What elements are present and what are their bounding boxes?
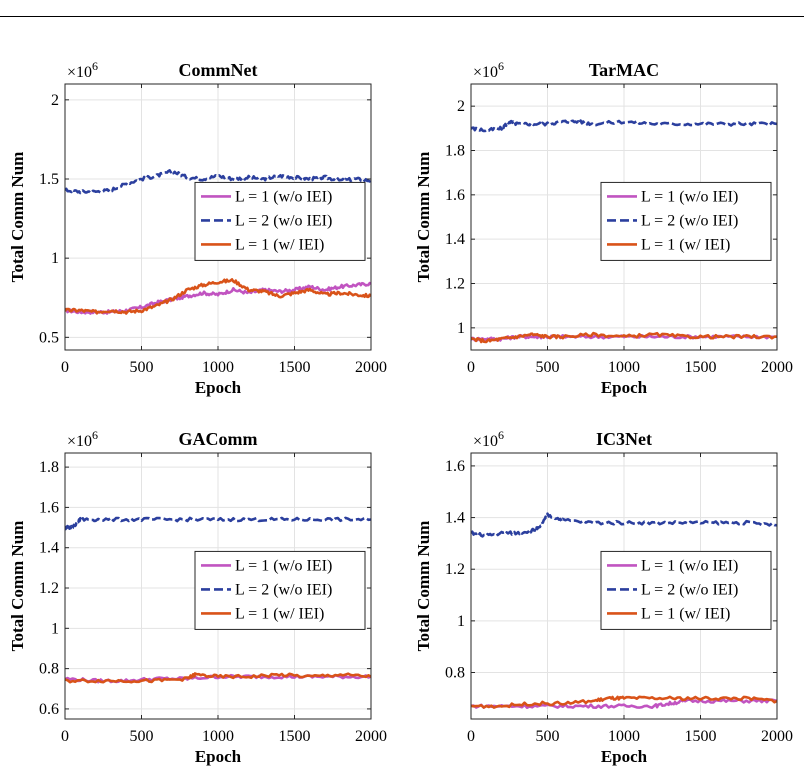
x-tick-label: 1000 xyxy=(202,728,234,745)
x-tick-label: 500 xyxy=(536,728,560,745)
x-tick-label: 500 xyxy=(130,359,154,376)
legend-label-3: L = 1 (w/ IEI) xyxy=(641,605,730,622)
y-tick-label: 0.5 xyxy=(39,329,59,346)
x-tick-label: 2000 xyxy=(761,728,793,745)
legend-label-2: L = 2 (w/o IEI) xyxy=(641,581,738,598)
x-axis-label: Epoch xyxy=(601,378,648,397)
series-group xyxy=(471,512,777,710)
y-multiplier-exponent: 6 xyxy=(92,59,98,73)
series-line-2 xyxy=(471,119,777,133)
y-tick-label: 1.4 xyxy=(39,540,59,557)
y-multiplier-exponent: 6 xyxy=(498,428,504,442)
legend-label-2: L = 2 (w/o IEI) xyxy=(641,212,738,229)
chart-panel-tarmac: 0 500 1000 1500 2000 1 1.2 1.4 1.6 1.8 2 ×106 TarMAC… xyxy=(414,59,793,397)
y-multiplier: ×106 xyxy=(473,428,504,450)
x-tick-label: 2000 xyxy=(761,359,793,376)
y-tick-label: 1.6 xyxy=(39,499,59,516)
y-tick-label: 0.8 xyxy=(39,661,59,678)
legend-label-2: L = 2 (w/o IEI) xyxy=(235,212,332,229)
x-tick-label: 1500 xyxy=(685,359,717,376)
legend-label-2: L = 2 (w/o IEI) xyxy=(235,581,332,598)
chart-panel-gacomm: 0 500 1000 1500 2000 0.6 0.8 1 1.2 1.4 1.6 1.8 ×106 G… xyxy=(8,428,387,766)
x-tick-label: 1500 xyxy=(279,728,311,745)
y-tick-label: 1.2 xyxy=(445,276,465,293)
x-tick-label: 500 xyxy=(536,359,560,376)
y-tick-label: 1.4 xyxy=(445,510,465,527)
chart-title: IC3Net xyxy=(596,429,652,449)
chart-panel-commnet: 0 500 1000 1500 2000 0.5 1 1.5 2 ×106 CommNet Epoch… xyxy=(8,59,387,397)
chart-title: CommNet xyxy=(179,60,258,80)
x-tick-label: 1500 xyxy=(279,359,311,376)
series-line-3 xyxy=(65,278,371,315)
y-tick-label: 1 xyxy=(457,320,465,337)
y-tick-label: 1.8 xyxy=(39,459,59,476)
legend: L = 1 (w/o IEI) L = 2 (w/o IEI) L = 1 (w/ … xyxy=(194,181,366,261)
series-line-1 xyxy=(471,698,777,710)
y-multiplier-exponent: 6 xyxy=(92,428,98,442)
series-group xyxy=(65,516,371,684)
y-tick-label: 1.6 xyxy=(445,187,465,204)
y-tick-label: 1.2 xyxy=(39,580,59,597)
x-tick-label: 0 xyxy=(61,728,69,745)
legend-label-3: L = 1 (w/ IEI) xyxy=(641,236,730,253)
x-tick-label: 2000 xyxy=(355,728,387,745)
y-tick-label: 1.4 xyxy=(445,231,465,248)
legend-label-3: L = 1 (w/ IEI) xyxy=(235,236,324,253)
y-tick-label: 1.5 xyxy=(39,171,59,188)
y-tick-label: 1 xyxy=(51,250,59,267)
x-tick-label: 2000 xyxy=(355,359,387,376)
chart-panel-ic3net: 0 500 1000 1500 2000 0.8 1 1.2 1.4 1.6 ×106 IC3Net E… xyxy=(414,428,793,766)
x-axis-label: Epoch xyxy=(195,747,242,766)
x-tick-label: 0 xyxy=(467,728,475,745)
y-axis-label: Total Comm Num xyxy=(8,521,27,652)
legend-label-3: L = 1 (w/ IEI) xyxy=(235,605,324,622)
x-axis-label: Epoch xyxy=(601,747,648,766)
y-axis-label: Total Comm Num xyxy=(414,521,433,652)
y-axis-label: Total Comm Num xyxy=(8,152,27,283)
y-tick-label: 1.6 xyxy=(445,458,465,475)
series-line-2 xyxy=(65,516,371,531)
y-tick-label: 1.8 xyxy=(445,143,465,160)
legend-label-1: L = 1 (w/o IEI) xyxy=(235,557,332,574)
legend-label-1: L = 1 (w/o IEI) xyxy=(641,188,738,205)
series-line-3 xyxy=(65,672,371,684)
chart-title: TarMAC xyxy=(589,60,659,80)
series-line-2 xyxy=(65,169,371,195)
series-group xyxy=(471,119,777,344)
x-tick-label: 1000 xyxy=(608,728,640,745)
y-multiplier: ×106 xyxy=(473,59,504,81)
x-tick-label: 0 xyxy=(467,359,475,376)
series-line-3 xyxy=(471,695,777,709)
y-tick-label: 1 xyxy=(51,620,59,637)
x-tick-label: 0 xyxy=(61,359,69,376)
x-tick-label: 1000 xyxy=(202,359,234,376)
chart-title: GAComm xyxy=(179,429,258,449)
legend-label-1: L = 1 (w/o IEI) xyxy=(235,188,332,205)
series-line-3 xyxy=(471,331,777,344)
x-tick-label: 1500 xyxy=(685,728,717,745)
legend: L = 1 (w/o IEI) L = 2 (w/o IEI) L = 1 (w/ … xyxy=(194,550,366,630)
y-multiplier: ×106 xyxy=(67,59,98,81)
x-tick-label: 500 xyxy=(130,728,154,745)
y-multiplier: ×106 xyxy=(67,428,98,450)
series-group xyxy=(65,169,371,315)
y-tick-label: 2 xyxy=(457,98,465,115)
series-line-2 xyxy=(471,512,777,538)
y-tick-label: 1.2 xyxy=(445,561,465,578)
y-tick-label: 0.6 xyxy=(39,701,59,718)
top-rule xyxy=(0,16,804,17)
y-tick-label: 2 xyxy=(51,92,59,109)
y-axis-label: Total Comm Num xyxy=(414,152,433,283)
y-tick-label: 0.8 xyxy=(445,665,465,682)
y-tick-label: 1 xyxy=(457,613,465,630)
legend: L = 1 (w/o IEI) L = 2 (w/o IEI) L = 1 (w/ … xyxy=(600,550,772,630)
legend-label-1: L = 1 (w/o IEI) xyxy=(641,557,738,574)
y-multiplier-exponent: 6 xyxy=(498,59,504,73)
x-tick-label: 1000 xyxy=(608,359,640,376)
legend-box xyxy=(194,181,366,261)
x-axis-label: Epoch xyxy=(195,378,242,397)
legend: L = 1 (w/o IEI) L = 2 (w/o IEI) L = 1 (w/ … xyxy=(600,181,772,261)
